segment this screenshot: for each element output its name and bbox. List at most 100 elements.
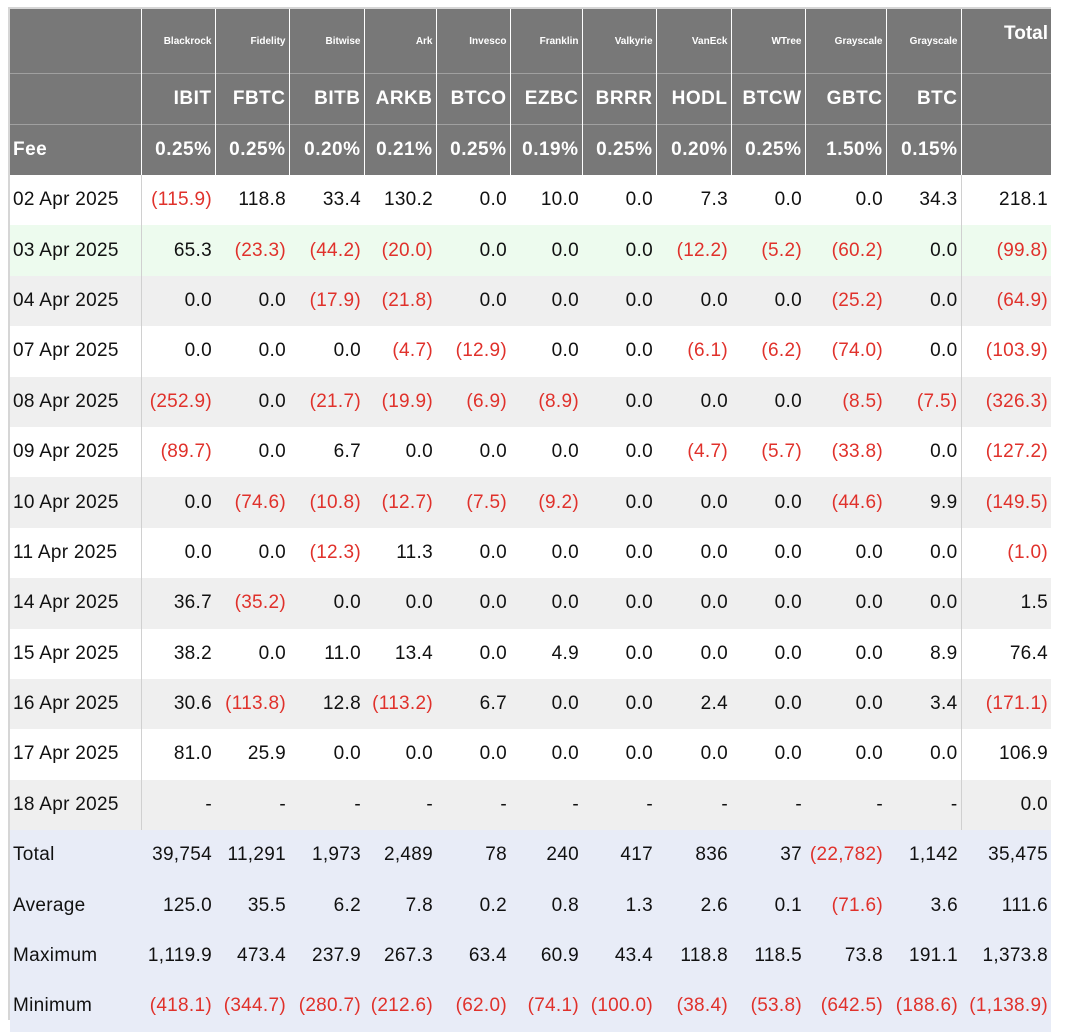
issuer-header: Grayscale [805,9,887,74]
flow-value-cell: 0.0 [582,376,656,427]
flow-value-cell: 0.0 [805,578,886,629]
flow-value-cell: 240 [510,830,582,881]
flow-value-cell: 0.0 [656,527,731,579]
issuer-header: Franklin [510,9,583,74]
flow-value-cell: 0.0 [141,527,215,579]
flow-value-cell: 0.0 [731,628,805,679]
flow-value-cell: 0.0 [805,678,886,730]
flow-value-cell: 0.0 [731,578,805,629]
fee-cell: 0.15% [886,124,962,175]
flow-value-cell: (9.2) [510,477,582,528]
flow-value-cell: (252.9) [141,376,215,427]
flow-value-cell: 9.9 [886,477,961,528]
fee-label: Fee [10,124,142,175]
flow-value-cell: 25.9 [215,729,289,780]
summary-label: Average [10,880,141,931]
flow-value-cell: 118.8 [656,930,731,982]
ticker-header: ARKB [364,73,437,125]
flow-value-cell: - [731,779,805,831]
flow-value-cell: 0.0 [656,275,731,327]
flow-value-cell: (21.7) [289,376,364,427]
flow-value-cell: - [364,779,436,831]
issuer-header: VanEck [656,9,732,74]
total-column-blank [961,124,1051,175]
flow-value-cell: 4.9 [510,628,582,679]
flow-value-cell: 237.9 [289,930,364,982]
table-row: 15 Apr 2025 38.2 0.0 11.0 13.4 0.0 4.9 0.0 0.0 0.… [10,628,1051,679]
flow-value-cell: (23.3) [215,225,289,276]
flow-value-cell: (113.8) [215,678,289,730]
flow-value-cell: (115.9) [141,175,215,226]
flow-value-cell: 0.0 [805,175,886,226]
flow-value-cell: - [510,779,582,831]
flow-value-cell: (62.0) [436,981,510,1032]
ticker-header: IBIT [141,73,216,125]
flow-value-cell: 13.4 [364,628,436,679]
flow-value-cell: (6.1) [656,326,731,377]
flow-value-cell: 2.6 [656,880,731,931]
flow-value-cell: 0.0 [731,175,805,226]
flow-value-cell: 0.0 [510,729,582,780]
flow-value-cell: (418.1) [141,981,215,1032]
flow-value-cell: (71.6) [805,880,886,931]
ticker-header: BTCO [436,73,511,125]
flow-value-cell: 191.1 [886,930,961,982]
flow-value-cell: 43.4 [582,930,656,982]
flow-value-cell: 0.0 [805,527,886,579]
flow-value-cell: 125.0 [141,880,215,931]
flow-value-cell: 0.0 [510,426,582,478]
fee-cell: 0.25% [582,124,657,175]
flow-value-cell: 0.0 [141,275,215,327]
issuer-header: WTree [731,9,806,74]
flow-value-cell: 7.3 [656,175,731,226]
date-cell: 15 Apr 2025 [10,628,142,679]
ticker-header: BITB [289,73,365,125]
flow-value-cell: 0.0 [731,275,805,327]
flow-value-cell: (100.0) [582,981,656,1032]
summary-row: Total 39,754 11,291 1,973 2,489 78 240 417 836 37… [10,830,1051,881]
flow-value-cell: - [215,779,289,831]
flow-value-cell: 0.0 [731,527,805,579]
flow-value-cell: 267.3 [364,930,436,982]
flow-value-cell: 0.0 [582,729,656,780]
flow-value-cell: 0.0 [656,729,731,780]
summary-row: Minimum (418.1) (344.7) (280.7) (212.6) (62.0… [10,981,1051,1032]
total-column-header: Total [961,9,1051,74]
fee-header-row: Fee 0.25% 0.25% 0.20% 0.21% 0.25% 0.19% 0.25% 0… [10,124,1051,175]
flow-value-cell: 38.2 [141,628,215,679]
flow-value-cell: (4.7) [364,326,436,377]
flow-value-cell: (188.6) [886,981,961,1032]
flow-value-cell: 473.4 [215,930,289,982]
flow-value-cell: - [289,779,364,831]
flow-value-cell: 0.0 [141,326,215,377]
total-column-blank [961,73,1051,125]
ticker-header: GBTC [805,73,887,125]
issuer-header: Ark [364,9,437,74]
flow-value-cell: 0.0 [886,729,961,780]
flow-value-cell: 0.0 [731,729,805,780]
flow-value-cell: 0.0 [582,477,656,528]
fee-cell: 1.50% [805,124,887,175]
ticker-header: BRRR [582,73,657,125]
flow-value-cell: 118.5 [731,930,805,982]
flow-value-cell: 0.0 [510,326,582,377]
flow-value-cell: (74.6) [215,477,289,528]
flow-value-cell: 81.0 [141,729,215,780]
flow-value-cell: 0.0 [289,578,364,629]
fee-cell: 0.20% [656,124,732,175]
flow-value-cell: 0.0 [886,527,961,579]
flow-value-cell: (10.8) [289,477,364,528]
flow-value-cell: 0.0 [510,275,582,327]
flow-value-cell: 836 [656,830,731,881]
flow-value-cell: (4.7) [656,426,731,478]
ticker-header: HODL [656,73,732,125]
table-row: 09 Apr 2025 (89.7) 0.0 6.7 0.0 0.0 0.0 0.0 (4.7)… [10,426,1051,478]
flow-value-cell: (8.9) [510,376,582,427]
flow-value-cell: (89.7) [141,426,215,478]
flow-value-cell: (7.5) [436,477,510,528]
flow-value-cell: 6.2 [289,880,364,931]
flow-value-cell: 0.0 [731,678,805,730]
row-total-cell: 111.6 [961,880,1051,931]
flow-value-cell: 0.0 [582,275,656,327]
flow-value-cell: 0.0 [582,678,656,730]
